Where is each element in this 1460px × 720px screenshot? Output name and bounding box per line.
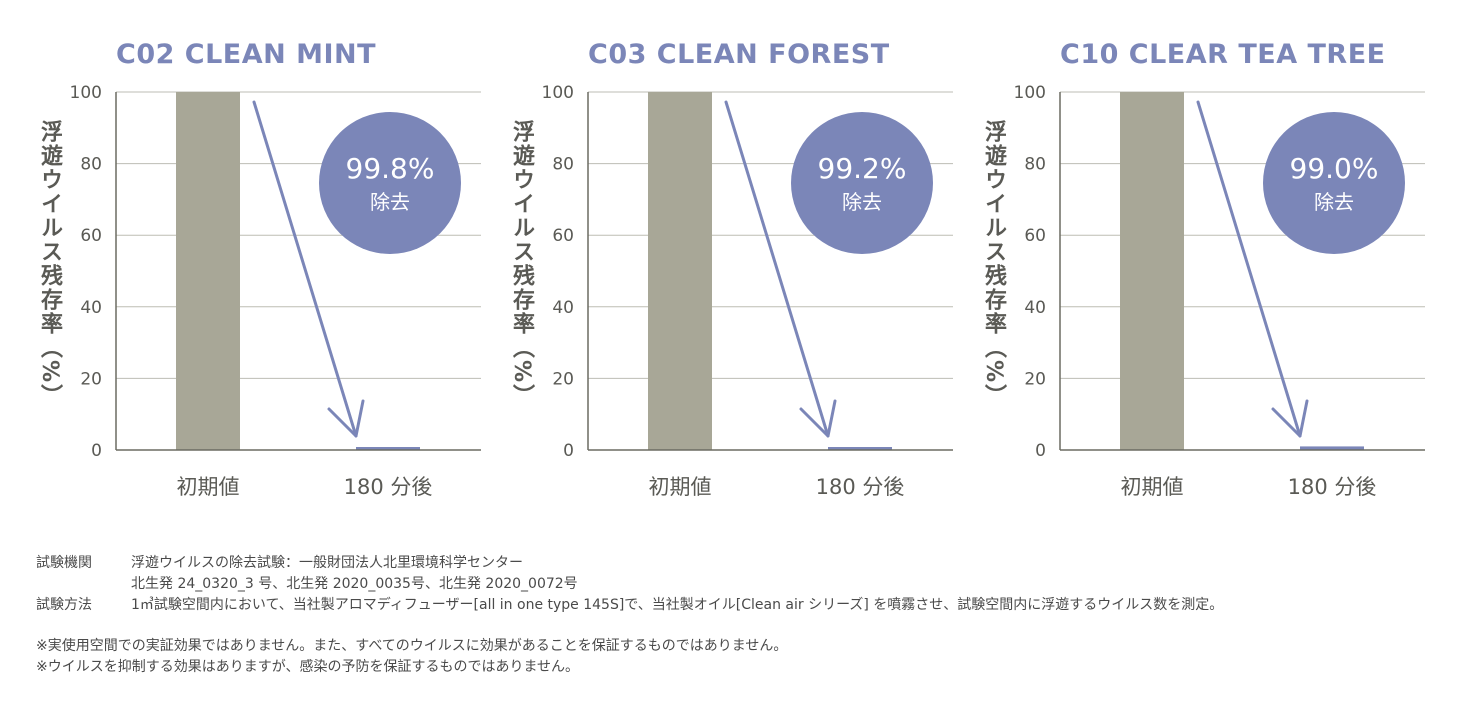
institution-row-2: 北生発 24_0320_3 号、北生発 2020_0035号、北生発 2020_… (36, 574, 1436, 595)
institution-line2: 北生発 24_0320_3 号、北生発 2020_0035号、北生発 2020_… (131, 576, 578, 592)
y-axis-label: 浮遊ウイルス残存率（%） (981, 120, 1006, 409)
bar-after-180min (356, 447, 420, 450)
y-tick-label: 100 (542, 83, 574, 103)
arrow-head (327, 399, 365, 438)
institution-label: 試験機関 (36, 555, 92, 571)
bar-initial (648, 92, 712, 450)
removal-badge (319, 112, 461, 254)
bar-initial (176, 92, 240, 450)
disclaimer-1: ※実使用空間での実証効果ではありません。また、すべてのウイルスに効果があることを… (36, 638, 788, 654)
chart-title: C10 CLEAR TEA TREE (1060, 39, 1386, 70)
reduction-arrow (724, 100, 830, 438)
removal-percent: 99.2% (818, 152, 907, 185)
bar-initial (1120, 92, 1184, 450)
y-tick-label: 20 (80, 369, 102, 389)
y-tick-label: 80 (1024, 155, 1046, 175)
y-tick-label: 60 (1024, 226, 1046, 246)
x-category-label: 初期値 (1121, 475, 1184, 499)
y-tick-label: 80 (80, 155, 102, 175)
y-tick-label: 0 (563, 441, 574, 461)
x-category-label: 180 分後 (816, 475, 905, 499)
reduction-arrow (252, 100, 358, 438)
chart-c03-svg: C03 CLEAN FOREST 0 20 40 60 80 100 初期値 180 分後 99.… (542, 39, 953, 499)
y-tick-label: 20 (552, 369, 574, 389)
x-category-label: 180 分後 (344, 475, 433, 499)
disclaimer-2: ※ウイルスを抑制する効果はありますが、感染の予防を保証するものではありません。 (36, 659, 580, 675)
y-tick-label: 40 (80, 298, 102, 318)
bar-after-180min (828, 447, 892, 450)
reduction-arrow (1196, 100, 1302, 438)
chart-c02-svg: C02 CLEAN MINT 0 20 40 60 80 100 初期値 180 分後 99.8%… (70, 39, 481, 499)
x-category-label: 初期値 (649, 475, 712, 499)
y-tick-label: 0 (91, 441, 102, 461)
test-notes: 試験機関 浮遊ウイルスの除去試験：一般財団法人北里環境科学センター 北生発 24… (36, 553, 1436, 678)
chart-title: C03 CLEAN FOREST (588, 39, 890, 70)
y-tick-label: 60 (80, 226, 102, 246)
removal-label: 除去 (842, 190, 882, 214)
removal-percent: 99.0% (1290, 152, 1379, 185)
x-category-label: 初期値 (177, 475, 240, 499)
arrow-head (1271, 399, 1309, 438)
y-tick-label: 40 (1024, 298, 1046, 318)
removal-badge (791, 112, 933, 254)
chart-c10-svg: C10 CLEAR TEA TREE 0 20 40 60 80 100 初期値 180 分後 9… (1014, 39, 1425, 499)
removal-label: 除去 (370, 190, 410, 214)
arrow-head (799, 399, 837, 438)
chart-title: C02 CLEAN MINT (116, 39, 376, 70)
method-row: 試験方法 1㎥試験空間内において、当社製アロマディフューザー[all in on… (36, 595, 1436, 616)
institution-line1: 浮遊ウイルスの除去試験：一般財団法人北里環境科学センター (131, 555, 523, 571)
chart-c03: 浮遊ウイルス残存率（%） C03 CLEAN FOREST 0 20 40 60 80 10… (508, 0, 978, 510)
y-axis-label: 浮遊ウイルス残存率（%） (509, 120, 534, 409)
removal-badge (1263, 112, 1405, 254)
y-axis-label: 浮遊ウイルス残存率（%） (37, 120, 62, 409)
charts-area: 浮遊ウイルス残存率（%） C02 CLEAN MINT 0 20 40 60 80 100 初… (36, 0, 1450, 510)
y-tick-label: 100 (70, 83, 102, 103)
chart-c10: 浮遊ウイルス残存率（%） C10 CLEAR TEA TREE 0 20 40 60 80… (980, 0, 1450, 510)
y-tick-label: 0 (1035, 441, 1046, 461)
institution-row: 試験機関 浮遊ウイルスの除去試験：一般財団法人北里環境科学センター (36, 553, 1436, 574)
y-tick-label: 20 (1024, 369, 1046, 389)
removal-label: 除去 (1314, 190, 1354, 214)
method-label: 試験方法 (36, 597, 92, 613)
y-tick-label: 100 (1014, 83, 1046, 103)
removal-percent: 99.8% (346, 152, 435, 185)
y-tick-label: 80 (552, 155, 574, 175)
chart-c02: 浮遊ウイルス残存率（%） C02 CLEAN MINT 0 20 40 60 80 100 初… (36, 0, 506, 510)
y-tick-label: 60 (552, 226, 574, 246)
bar-after-180min (1300, 446, 1364, 450)
x-category-label: 180 分後 (1288, 475, 1377, 499)
method-text: 1㎥試験空間内において、当社製アロマディフューザー[all in one typ… (131, 597, 1224, 613)
y-tick-label: 40 (552, 298, 574, 318)
